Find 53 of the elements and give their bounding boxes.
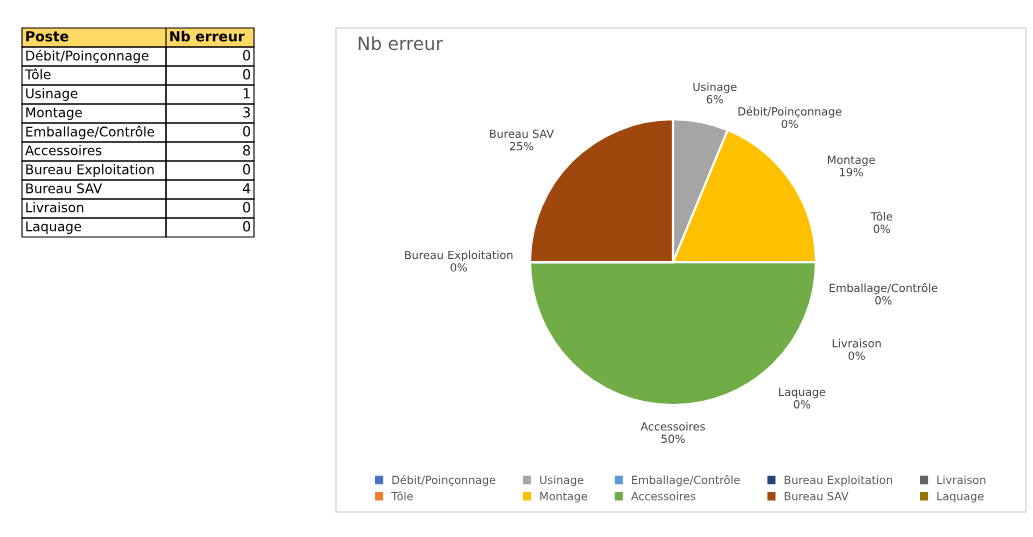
- category-label: Laquage: [26, 221, 82, 234]
- data-label: 0: [243, 69, 251, 80]
- data-label: 25%: [509, 141, 534, 151]
- slice-label: Usinage: [693, 82, 737, 94]
- category-label: Livraison: [832, 338, 881, 348]
- data-label: 19%: [840, 167, 863, 177]
- legend-label: Tôle: [391, 491, 413, 501]
- category-label: Montage: [26, 107, 82, 120]
- category-label: Emballage/Contrôle: [26, 125, 155, 140]
- data-label: 3: [243, 107, 250, 118]
- legend-label: Bureau SAV: [784, 491, 849, 501]
- data-label: 4: [242, 183, 251, 194]
- data-label: 0: [243, 221, 251, 232]
- category-label: Emballage/Contrôle: [829, 283, 938, 295]
- slice-label: Montage: [828, 155, 875, 167]
- category-label: Livraison: [26, 202, 84, 213]
- legend-label: Débit/Poinçonnage: [392, 475, 496, 487]
- category-label: Bureau Exploitation: [405, 250, 513, 262]
- text: 0%: [875, 296, 892, 305]
- data-label: 0: [243, 164, 251, 175]
- data-label: 1: [243, 88, 250, 99]
- data-label: 6%: [706, 95, 724, 104]
- legend-label: Usinage: [540, 475, 584, 487]
- data-label: 0: [243, 126, 251, 137]
- slice-label: Accessoires: [640, 421, 705, 431]
- text: 0%: [873, 224, 890, 234]
- category-label: Débit/Poinçonnage: [26, 49, 149, 64]
- legend-label: Emballage/Contrôle: [632, 475, 740, 487]
- slice-label: Bureau SAV: [490, 129, 554, 138]
- text: Poste: [26, 31, 69, 42]
- chart-title: Nb erreur: [358, 36, 443, 51]
- legend-label: Montage: [540, 492, 588, 503]
- category-label: Accessoires: [25, 145, 102, 156]
- legend-label: Accessoires: [631, 491, 696, 501]
- text: 0%: [781, 119, 798, 129]
- text: Nb erreur: [170, 30, 245, 42]
- data-label: 0: [243, 202, 251, 213]
- category-label: Bureau SAV: [26, 183, 103, 194]
- data-label: 50%: [661, 434, 685, 444]
- category-label: Usinage: [26, 88, 78, 101]
- text: 0%: [793, 400, 811, 409]
- category-label: Laquage: [779, 387, 826, 399]
- legend-label: Bureau Exploitation: [784, 475, 892, 487]
- text: 0%: [450, 263, 467, 272]
- text: 0%: [848, 351, 865, 360]
- data-label: 8: [243, 145, 251, 156]
- data-label: 0: [243, 50, 251, 61]
- legend-label: Laquage: [937, 492, 984, 503]
- category-label: Tôle: [870, 211, 893, 221]
- category-label: Débit/Poinçonnage: [738, 106, 842, 118]
- legend-label: Livraison: [937, 475, 986, 485]
- category-label: Bureau Exploitation: [26, 164, 154, 177]
- category-label: Tôle: [24, 68, 51, 80]
